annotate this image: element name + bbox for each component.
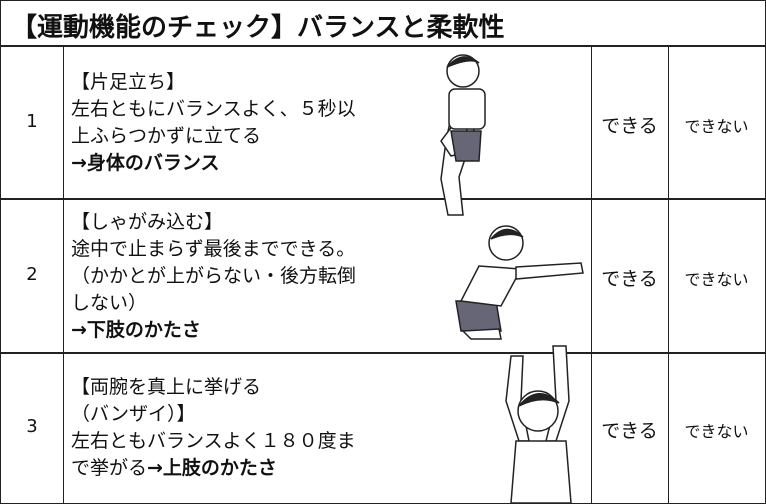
text-segment: 上ふらつかずに立てる xyxy=(71,124,262,147)
option-yes: できる xyxy=(601,420,658,442)
text-line: 左右ともにバランスよく、５秒以 xyxy=(71,96,356,123)
text-line: →身体のバランス xyxy=(71,150,356,177)
divider xyxy=(591,46,592,503)
text-segment: （バンザイ）】 xyxy=(71,403,196,425)
option-yes: できる xyxy=(601,268,658,290)
figure-squat xyxy=(455,225,584,340)
text-line: 上ふらつかずに立てる xyxy=(71,123,356,150)
divider xyxy=(1,352,765,354)
row-number: 1 xyxy=(26,110,38,132)
text-segment: →身体のバランス xyxy=(71,151,220,174)
row-number: 2 xyxy=(26,264,38,285)
text-segment: 途中で止まらず最後までできる。 xyxy=(71,237,356,260)
text-segment: 【両腕を真上に挙げる xyxy=(71,376,262,398)
text-line: しない） xyxy=(71,290,356,317)
text-line: で挙がる→上肢のかたさ xyxy=(71,455,356,482)
title: 【運動機能のチェック】バランスと柔軟性 xyxy=(11,13,505,43)
text-line: （バンザイ）】 xyxy=(71,401,356,428)
row-text: 【しゃがみ込む】途中で止まらず最後までできる。 （かかとが上がらない・後方転倒 しな… xyxy=(71,209,356,344)
text-line: →下肢のかたさ xyxy=(71,317,356,344)
text-line: （かかとが上がらない・後方転倒 xyxy=(71,263,356,290)
option-no: できない xyxy=(684,270,749,289)
divider xyxy=(1,198,765,200)
row-number: 3 xyxy=(26,416,38,437)
option-yes: できる xyxy=(601,114,658,137)
figure-arms-up xyxy=(505,345,572,503)
row-text: 【片足立ち】左右ともにバランスよく、５秒以 上ふらつかずに立てる →身体のバランス xyxy=(71,69,356,177)
text-segment: 左右ともバランスよく１８０度ま xyxy=(71,430,356,452)
text-line: 【両腕を真上に挙げる xyxy=(71,374,356,401)
text-segment: 【しゃがみ込む】 xyxy=(71,210,224,233)
text-segment: しない） xyxy=(71,291,148,314)
text-segment: →下肢のかたさ xyxy=(71,318,201,341)
figure-one-leg xyxy=(440,54,486,216)
row-text: 【両腕を真上に挙げる （バンザイ）】 左右ともバランスよく１８０度ま で挙がる→上肢の… xyxy=(71,374,356,482)
text-line: 途中で止まらず最後までできる。 xyxy=(71,236,356,263)
divider xyxy=(63,46,64,503)
text-segment: （かかとが上がらない・後方転倒 xyxy=(71,264,357,287)
divider xyxy=(1,45,765,47)
text-segment: 【片足立ち】 xyxy=(71,70,186,93)
text-segment: →上肢のかたさ xyxy=(147,457,277,479)
divider xyxy=(668,46,669,503)
text-segment: 左右ともにバランスよく、５秒以 xyxy=(71,97,356,120)
text-line: 【片足立ち】 xyxy=(71,69,356,96)
option-no: できない xyxy=(684,422,749,441)
text-line: 【しゃがみ込む】 xyxy=(71,209,356,236)
option-no: できない xyxy=(684,116,749,136)
text-segment: で挙がる xyxy=(71,457,148,479)
text-line: 左右ともバランスよく１８０度ま xyxy=(71,428,356,455)
